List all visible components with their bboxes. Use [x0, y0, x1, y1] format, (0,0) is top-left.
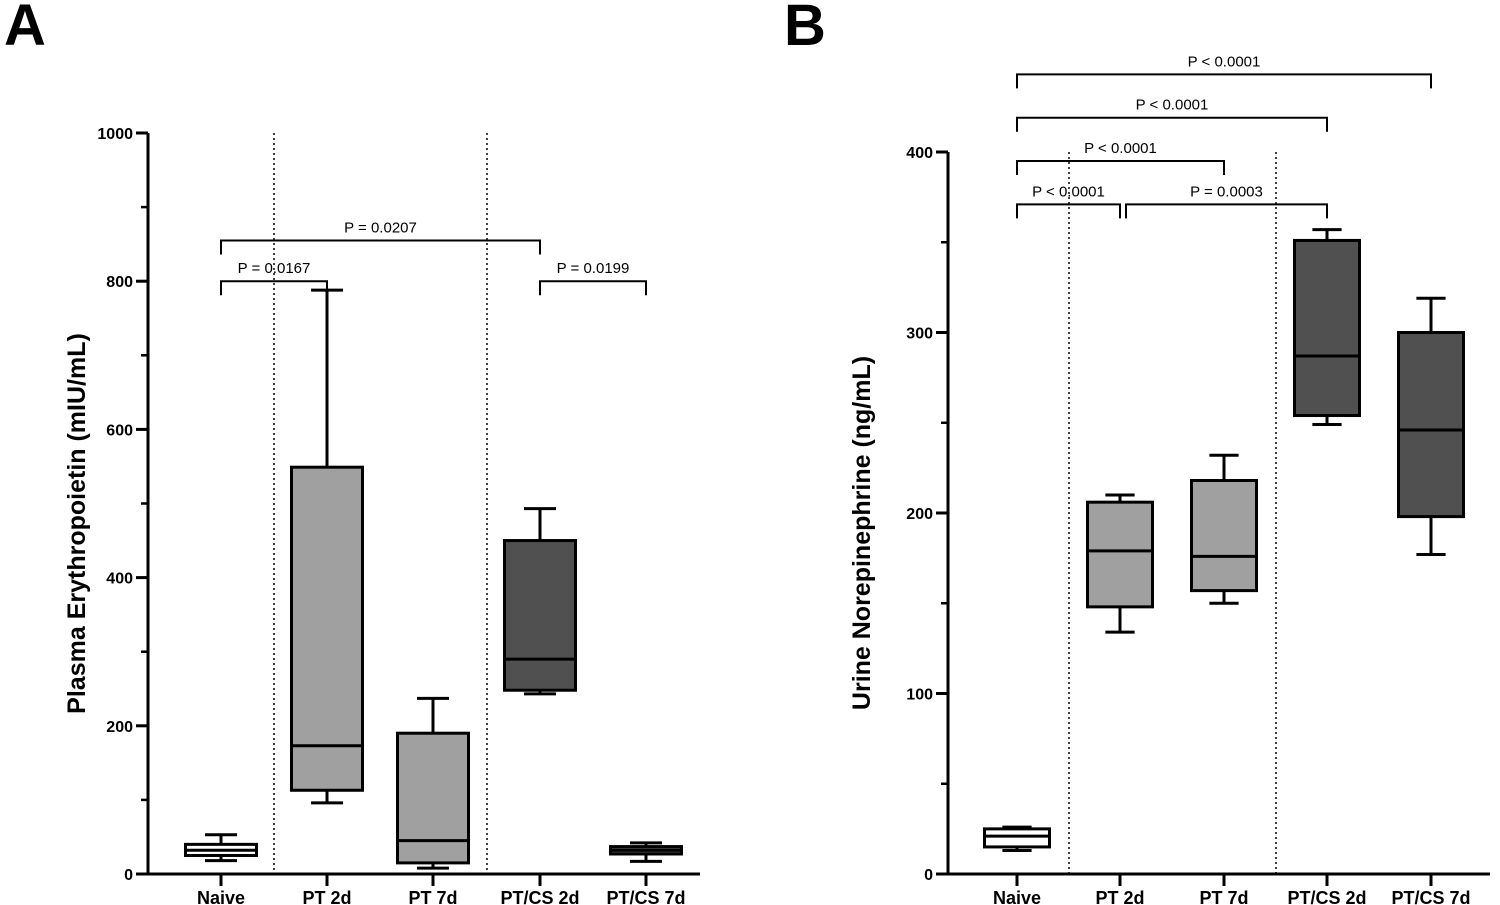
p-value-label: P < 0.0001 — [1188, 53, 1261, 70]
bracket-line — [1125, 203, 1328, 219]
y-tick-label: 800 — [106, 274, 133, 291]
y-tick-label: 0 — [924, 867, 933, 884]
box-pt-cs-2d — [1293, 228, 1361, 427]
significance-bracket: P = 0.0167 — [220, 260, 328, 296]
x-tick-label: PT 2d — [302, 888, 351, 905]
significance-bracket: P = 0.0207 — [220, 219, 541, 255]
p-value-label: P = 0.0003 — [1190, 183, 1263, 200]
panel-label: B — [784, 0, 826, 58]
iqr-box — [983, 827, 1051, 849]
x-tick-label: PT 7d — [1199, 888, 1248, 905]
y-axis-title: Urine Norepinephrine (ng/mL) — [848, 356, 876, 710]
box-pt-2d — [1086, 493, 1154, 634]
y-tick-label: 0 — [124, 867, 133, 884]
box-pt-cs-2d — [503, 507, 577, 696]
iqr-box — [503, 539, 577, 692]
bracket-line — [1016, 116, 1328, 132]
y-tick-label: 100 — [906, 687, 933, 704]
panel-b: B 0 100 200 300 400 Urine Norepinephrine (ng/m… — [784, 0, 1490, 905]
iqr-box — [290, 465, 364, 792]
iqr-box — [1086, 500, 1154, 609]
x-tick-label: Naive — [197, 888, 245, 905]
x-tick-label: PT/CS 7d — [606, 888, 685, 905]
y-tick-label: 300 — [906, 326, 933, 343]
box-pt-cs-7d — [1397, 296, 1465, 557]
y-tick-label: 600 — [106, 422, 133, 439]
significance-bracket: P < 0.0001 — [1016, 183, 1121, 219]
y-tick-label: 200 — [906, 506, 933, 523]
y-axis-title: Plasma Erythropoietin (mIU/mL) — [63, 333, 91, 714]
box-pt-2d — [290, 288, 364, 805]
bracket-line — [220, 280, 328, 296]
bracket-line — [1016, 73, 1432, 89]
iqr-box — [396, 731, 470, 865]
y-tick-label: 1000 — [97, 126, 133, 143]
x-tick-label: PT/CS 2d — [500, 888, 579, 905]
box-pt-7d — [1190, 453, 1258, 605]
iqr-box — [1397, 331, 1465, 519]
y-tick-label: 200 — [106, 719, 133, 736]
x-tick-label: PT 7d — [408, 888, 457, 905]
y-tick-label: 400 — [906, 145, 933, 162]
x-tick-label: Naive — [993, 888, 1041, 905]
significance-bracket: P < 0.0001 — [1016, 97, 1328, 132]
significance-bracket: P < 0.0001 — [1016, 140, 1225, 176]
p-value-label: P = 0.0167 — [238, 260, 311, 277]
y-tick-label: 400 — [106, 571, 133, 588]
box-pt-cs-7d — [609, 841, 683, 863]
bracket-line — [539, 280, 647, 296]
significance-bracket: P < 0.0001 — [1016, 53, 1432, 89]
box-naive — [983, 825, 1051, 853]
p-value-label: P = 0.0199 — [557, 260, 630, 277]
iqr-box — [1190, 479, 1258, 593]
p-value-label: P < 0.0001 — [1032, 183, 1105, 200]
p-value-label: P < 0.0001 — [1136, 97, 1209, 114]
bracket-line — [220, 239, 541, 255]
panel-a: A 0 200 400 600 800 1000 Plasma Erythropoietin … — [4, 0, 700, 905]
bracket-line — [1016, 203, 1121, 219]
p-value-label: P = 0.0207 — [344, 219, 417, 236]
iqr-box — [1293, 238, 1361, 418]
significance-bracket: P = 0.0199 — [539, 260, 647, 296]
p-value-label: P < 0.0001 — [1084, 140, 1157, 157]
x-tick-label: PT/CS 2d — [1287, 888, 1366, 905]
significance-bracket: P = 0.0003 — [1125, 183, 1328, 219]
box-pt-7d — [396, 696, 470, 870]
x-tick-label: PT 2d — [1095, 888, 1144, 905]
x-tick-label: PT/CS 7d — [1391, 888, 1470, 905]
bracket-line — [1016, 160, 1225, 176]
box-naive — [184, 833, 258, 863]
panel-label: A — [4, 0, 46, 58]
